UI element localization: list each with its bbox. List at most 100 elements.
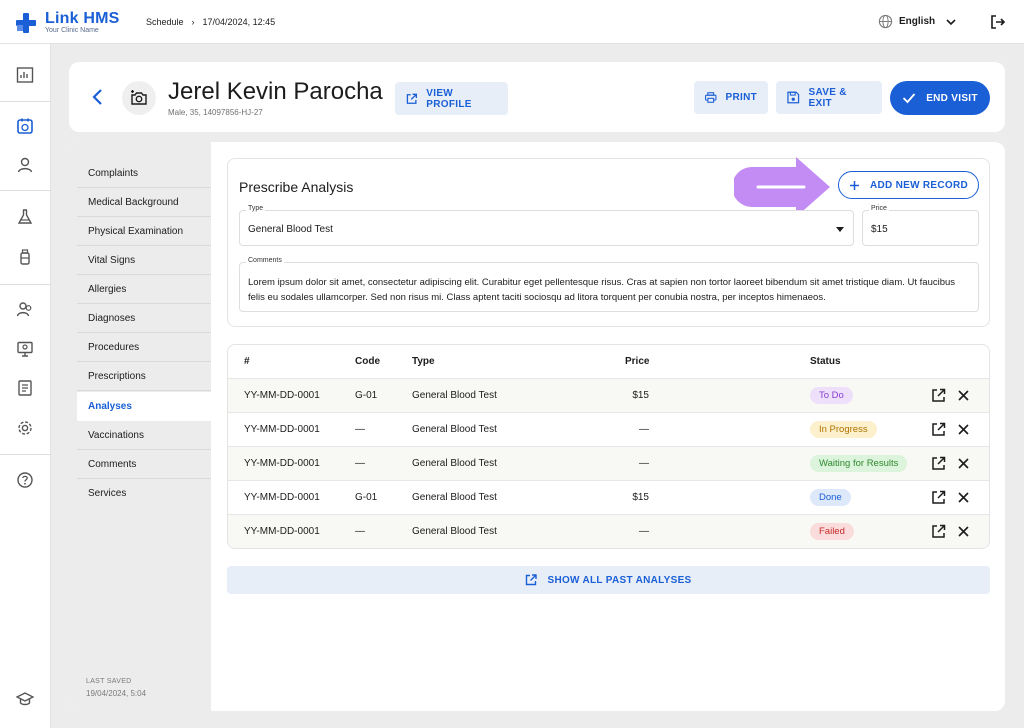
language-label: English bbox=[899, 16, 936, 27]
print-button[interactable]: PRINT bbox=[694, 81, 768, 114]
comments-textarea[interactable]: Comments Lorem ipsum dolor sit amet, con… bbox=[239, 257, 979, 312]
table-row: YY-MM-DD-0001 — General Blood Test — Waiting… bbox=[228, 446, 989, 480]
show-all-label: SHOW ALL PAST ANALYSES bbox=[547, 574, 692, 586]
print-label: PRINT bbox=[725, 92, 757, 103]
save-exit-button[interactable]: SAVE & EXIT bbox=[776, 81, 882, 114]
type-value: General Blood Test bbox=[248, 224, 333, 235]
subnav-item-medical-background[interactable]: Medical Background bbox=[77, 188, 211, 217]
dashboard-icon[interactable] bbox=[14, 64, 36, 86]
left-rail bbox=[0, 44, 51, 728]
cell-type: General Blood Test bbox=[412, 526, 497, 537]
last-saved-value: 19/04/2024, 5:04 bbox=[86, 689, 147, 698]
end-visit-label: END VISIT bbox=[926, 92, 978, 104]
patient-meta: Male, 35, 14097856-HJ-27 bbox=[168, 108, 263, 117]
table-row: YY-MM-DD-0001 G-01 General Blood Test $15 To… bbox=[228, 378, 989, 412]
breadcrumb: Schedule › 17/04/2024, 12:45 bbox=[146, 17, 275, 27]
logout-icon[interactable] bbox=[989, 13, 1007, 31]
cell-code: G-01 bbox=[355, 390, 378, 401]
subnav-item-services[interactable]: Services bbox=[88, 488, 127, 499]
save-exit-label: SAVE & EXIT bbox=[808, 86, 847, 109]
check-icon bbox=[903, 93, 916, 104]
external-link-icon bbox=[406, 93, 417, 104]
printer-icon bbox=[705, 92, 717, 103]
price-value: $15 bbox=[871, 224, 888, 235]
open-record-icon[interactable] bbox=[931, 490, 946, 505]
cell-code: G-01 bbox=[355, 492, 378, 503]
report-icon[interactable] bbox=[14, 377, 36, 399]
view-profile-button[interactable]: VIEW PROFILE bbox=[395, 82, 508, 115]
open-record-icon[interactable] bbox=[931, 422, 946, 437]
col-header-price: Price bbox=[625, 356, 650, 367]
subnav-item-complaints[interactable]: Complaints bbox=[77, 159, 211, 188]
col-header-type: Type bbox=[412, 356, 435, 367]
prescribe-analysis-title: Prescribe Analysis bbox=[239, 179, 354, 195]
delete-record-icon[interactable] bbox=[957, 525, 970, 538]
cell-num: YY-MM-DD-0001 bbox=[244, 424, 320, 435]
status-badge: In Progress bbox=[810, 421, 877, 438]
cell-price: — bbox=[639, 424, 649, 435]
cell-code: — bbox=[355, 526, 365, 537]
cell-num: YY-MM-DD-0001 bbox=[244, 458, 320, 469]
cell-code: — bbox=[355, 458, 365, 469]
patient-name: Jerel Kevin Parocha bbox=[168, 78, 383, 105]
status-badge: Failed bbox=[810, 523, 854, 540]
visit-panel: Complaints Medical Background Physical E… bbox=[69, 142, 1005, 711]
subnav-item-vaccinations[interactable]: Vaccinations bbox=[77, 421, 211, 450]
visit-sections-nav: Complaints Medical Background Physical E… bbox=[69, 142, 211, 711]
subnav-item-procedures[interactable]: Procedures bbox=[77, 333, 211, 362]
subnav-item-diagnoses[interactable]: Diagnoses bbox=[77, 304, 211, 333]
clinic-name: Your Clinic Name bbox=[45, 27, 99, 34]
cell-type: General Blood Test bbox=[412, 390, 497, 401]
subnav-item-comments[interactable]: Comments bbox=[77, 450, 211, 479]
delete-record-icon[interactable] bbox=[957, 423, 970, 436]
hint-arrow-icon bbox=[734, 157, 830, 217]
monitor-icon[interactable] bbox=[14, 338, 36, 360]
subnav-item-prescriptions[interactable]: Prescriptions bbox=[77, 362, 211, 391]
cell-price: — bbox=[639, 526, 649, 537]
app-name: Link HMS bbox=[45, 10, 120, 27]
help-icon[interactable] bbox=[14, 469, 36, 491]
user-icon[interactable] bbox=[14, 154, 36, 176]
col-header-num: # bbox=[244, 356, 250, 367]
dropdown-caret-icon bbox=[836, 227, 844, 232]
type-select[interactable]: Type General Blood Test bbox=[239, 205, 854, 246]
status-badge: To Do bbox=[810, 387, 853, 404]
open-record-icon[interactable] bbox=[931, 524, 946, 539]
open-record-icon[interactable] bbox=[931, 388, 946, 403]
camera-add-icon bbox=[131, 90, 147, 105]
language-selector[interactable]: English bbox=[878, 14, 957, 29]
breadcrumb-schedule[interactable]: Schedule bbox=[146, 17, 184, 27]
show-all-past-analyses-button[interactable]: SHOW ALL PAST ANALYSES bbox=[227, 566, 990, 594]
flask-icon[interactable] bbox=[14, 206, 36, 228]
cell-price: — bbox=[639, 458, 649, 469]
bottle-icon[interactable] bbox=[14, 246, 36, 268]
settings-icon[interactable] bbox=[14, 417, 36, 439]
calendar-icon[interactable] bbox=[14, 115, 36, 137]
add-photo-button[interactable] bbox=[122, 81, 156, 115]
table-header: # Code Type Price Status bbox=[228, 345, 989, 378]
subnav-item-vital-signs[interactable]: Vital Signs bbox=[77, 246, 211, 275]
delete-record-icon[interactable] bbox=[957, 491, 970, 504]
open-record-icon[interactable] bbox=[931, 456, 946, 471]
cell-num: YY-MM-DD-0001 bbox=[244, 390, 320, 401]
cell-type: General Blood Test bbox=[412, 458, 497, 469]
last-saved-label: LAST SAVED bbox=[86, 678, 132, 685]
team-icon[interactable] bbox=[14, 298, 36, 320]
cell-num: YY-MM-DD-0001 bbox=[244, 492, 320, 503]
subnav-item-physical-examination[interactable]: Physical Examination bbox=[77, 217, 211, 246]
cell-type: General Blood Test bbox=[412, 424, 497, 435]
add-new-record-button[interactable]: ADD NEW RECORD bbox=[838, 171, 979, 199]
table-row: YY-MM-DD-0001 — General Blood Test — Failed bbox=[228, 514, 989, 548]
end-visit-button[interactable]: END VISIT bbox=[890, 81, 990, 115]
logo-cross-icon bbox=[16, 13, 36, 33]
delete-record-icon[interactable] bbox=[957, 389, 970, 402]
status-badge: Done bbox=[810, 489, 851, 506]
subnav-item-allergies[interactable]: Allergies bbox=[77, 275, 211, 304]
price-input[interactable]: Price $15 bbox=[862, 205, 979, 246]
graduation-cap-icon[interactable] bbox=[14, 688, 36, 710]
back-arrow-icon[interactable] bbox=[89, 87, 107, 107]
chevron-down-icon bbox=[946, 18, 956, 25]
delete-record-icon[interactable] bbox=[957, 457, 970, 470]
globe-icon bbox=[878, 14, 893, 29]
subnav-item-analyses[interactable]: Analyses bbox=[77, 392, 211, 421]
